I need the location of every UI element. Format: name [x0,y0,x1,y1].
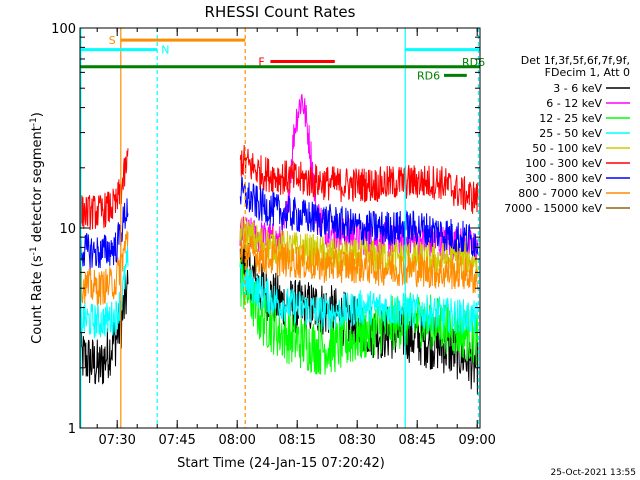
flag-label-0: S [109,34,116,47]
y-tick-label-1: 10 [59,222,76,237]
x-axis-label: Start Time (24-Jan-15 07:20:42) [177,456,385,471]
series-line-6-1 [239,176,479,257]
plot-area: S N F RD6 RD6 [80,28,485,428]
legend-label-2: 12 - 25 keV [539,112,602,125]
footer-date: 25-Oct-2021 13:55 [551,468,636,478]
x-tick-label-4: 08:30 [338,433,375,448]
x-tick-label-1: 07:45 [158,433,195,448]
legend-label-7: 800 - 7000 keV [518,187,602,200]
flag-label-2: F [258,55,264,68]
series-line-3-0 [80,245,129,339]
flag-label-5: RD6 [462,56,485,69]
legend-label-6: 300 - 800 keV [525,172,602,185]
series-group [80,94,479,395]
series-line-6-0 [80,198,129,270]
legend-label-4: 50 - 100 keV [532,142,602,155]
series-line-0-1 [239,236,479,395]
series-line-5-1 [239,144,479,214]
y-axis-label: Count Rate (s-1 detector segment-1) [29,112,45,344]
series-line-7-1 [239,234,479,294]
series-line-3-1 [239,263,479,335]
y-tick-label-0: 1 [68,422,76,437]
legend-header-0: Det 1f,3f,5f,6f,7f,9f, [521,54,630,67]
chart-title: RHESSI Count Rates [205,3,356,21]
series-line-5-0 [80,148,129,231]
legend-label-0: 3 - 6 keV [553,82,602,95]
legend: Det 1f,3f,5f,6f,7f,9f,FDecim 1, Att 0 3 -… [504,54,630,215]
legend-label-5: 100 - 300 keV [525,157,602,170]
series-line-7-0 [80,230,129,306]
x-tick-label-3: 08:15 [278,433,315,448]
x-tick-label-6: 09:00 [458,433,495,448]
axis-ticks: 07:30 07:45 08:00 08:15 08:30 08:45 09:00 1 10 10… [51,22,496,448]
legend-header-1: FDecim 1, Att 0 [545,66,630,79]
x-tick-label-0: 07:30 [98,433,135,448]
flag-label-1: N [161,44,169,57]
legend-label-3: 25 - 50 keV [539,127,602,140]
legend-label-1: 6 - 12 keV [546,97,602,110]
flag-label-4: RD6 [417,69,440,82]
x-tick-label-5: 08:45 [398,433,435,448]
y-tick-label-2: 100 [51,22,76,37]
legend-label-8: 7000 - 15000 keV [504,202,602,215]
x-tick-label-2: 08:00 [218,433,255,448]
